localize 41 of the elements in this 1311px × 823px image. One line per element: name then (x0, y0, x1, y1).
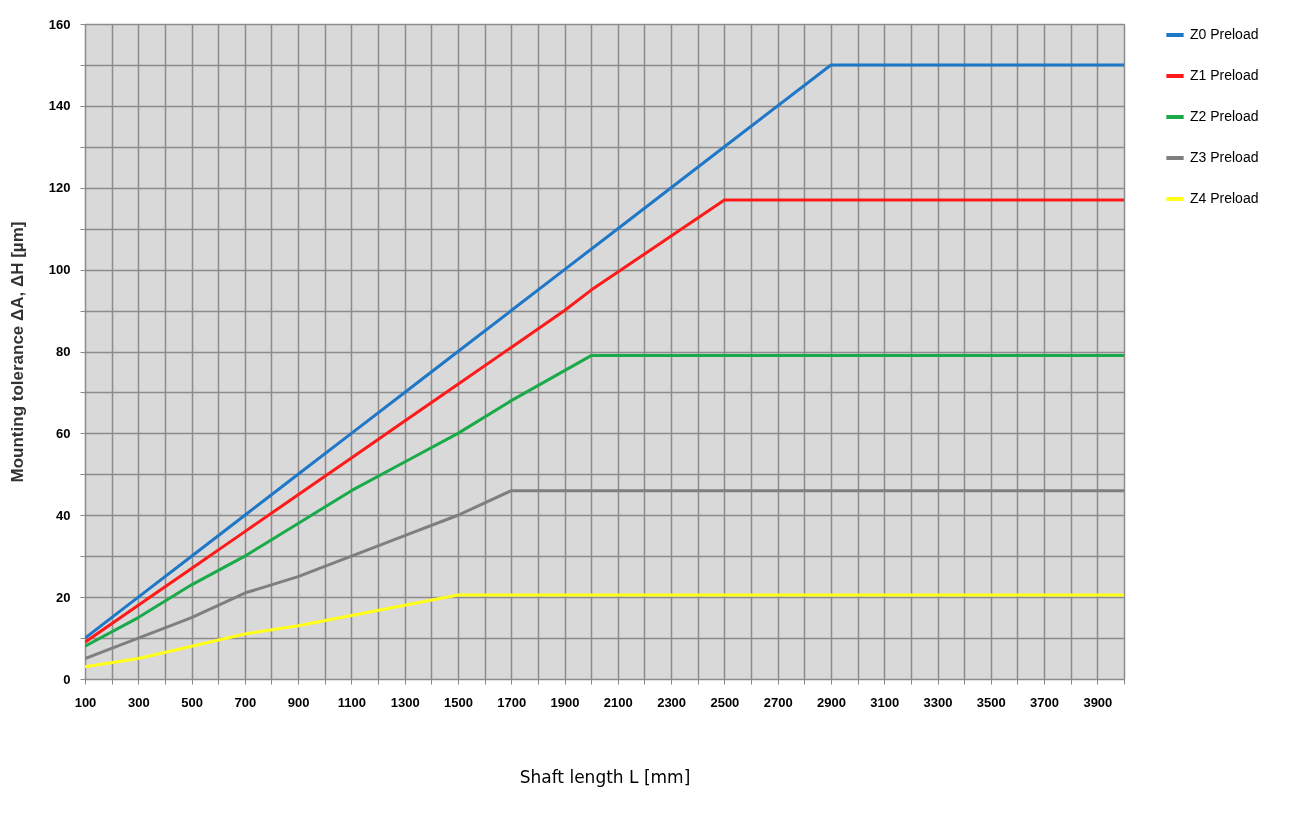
x-tick-label: 300 (127, 694, 150, 710)
x-tick-label: 1100 (337, 694, 367, 710)
y-tick-label: 60 (56, 425, 71, 441)
y-tick-label: 20 (56, 589, 71, 605)
y-tick-label: 100 (48, 262, 71, 278)
x-tick-label: 3700 (1030, 694, 1060, 710)
x-tick-label: 1700 (497, 694, 527, 710)
x-tick-label: 3300 (923, 694, 953, 710)
x-tick-label: 2500 (710, 694, 740, 710)
x-tick-label: 700 (234, 694, 257, 710)
x-axis-title: Shaft length L [mm] (519, 766, 691, 787)
line-series (85, 63, 1124, 640)
legend-label: Z2 Preload (1190, 108, 1259, 124)
line-series (85, 198, 1124, 644)
x-tick-label: 1500 (444, 694, 473, 710)
y-tick-label: 0 (63, 671, 71, 687)
legend-label: Z3 Preload (1190, 149, 1259, 165)
x-tick-label: 2300 (657, 694, 687, 710)
x-tick-label: 100 (74, 694, 97, 710)
x-tick-label: 500 (181, 694, 203, 710)
x-tick-label: 3100 (870, 694, 900, 710)
y-tick-label: 80 (56, 344, 71, 359)
x-tick-label: 1300 (390, 694, 420, 710)
line-series (85, 489, 1124, 661)
line-series (85, 354, 1124, 648)
x-tick-label: 3900 (1083, 694, 1113, 710)
y-tick-label: 40 (56, 507, 71, 523)
x-tick-label: 2700 (763, 694, 793, 710)
line-series (85, 593, 1124, 669)
y-tick-label: 160 (48, 16, 71, 32)
legend-label: Z0 Preload (1190, 26, 1259, 42)
y-tick-label: 140 (48, 98, 71, 114)
x-tick-label: 2100 (603, 694, 633, 710)
legend-label: Z4 Preload (1190, 190, 1259, 206)
x-tick-label: 2900 (816, 694, 846, 710)
y-axis-title: Mounting tolerance ΔA, ΔH [µm] (7, 221, 27, 483)
y-tick-label: 120 (48, 180, 71, 196)
legend-label: Z1 Preload (1190, 67, 1259, 83)
x-tick-label: 1900 (550, 694, 580, 710)
x-tick-label: 3500 (976, 694, 1006, 710)
x-tick-label: 900 (287, 694, 310, 710)
